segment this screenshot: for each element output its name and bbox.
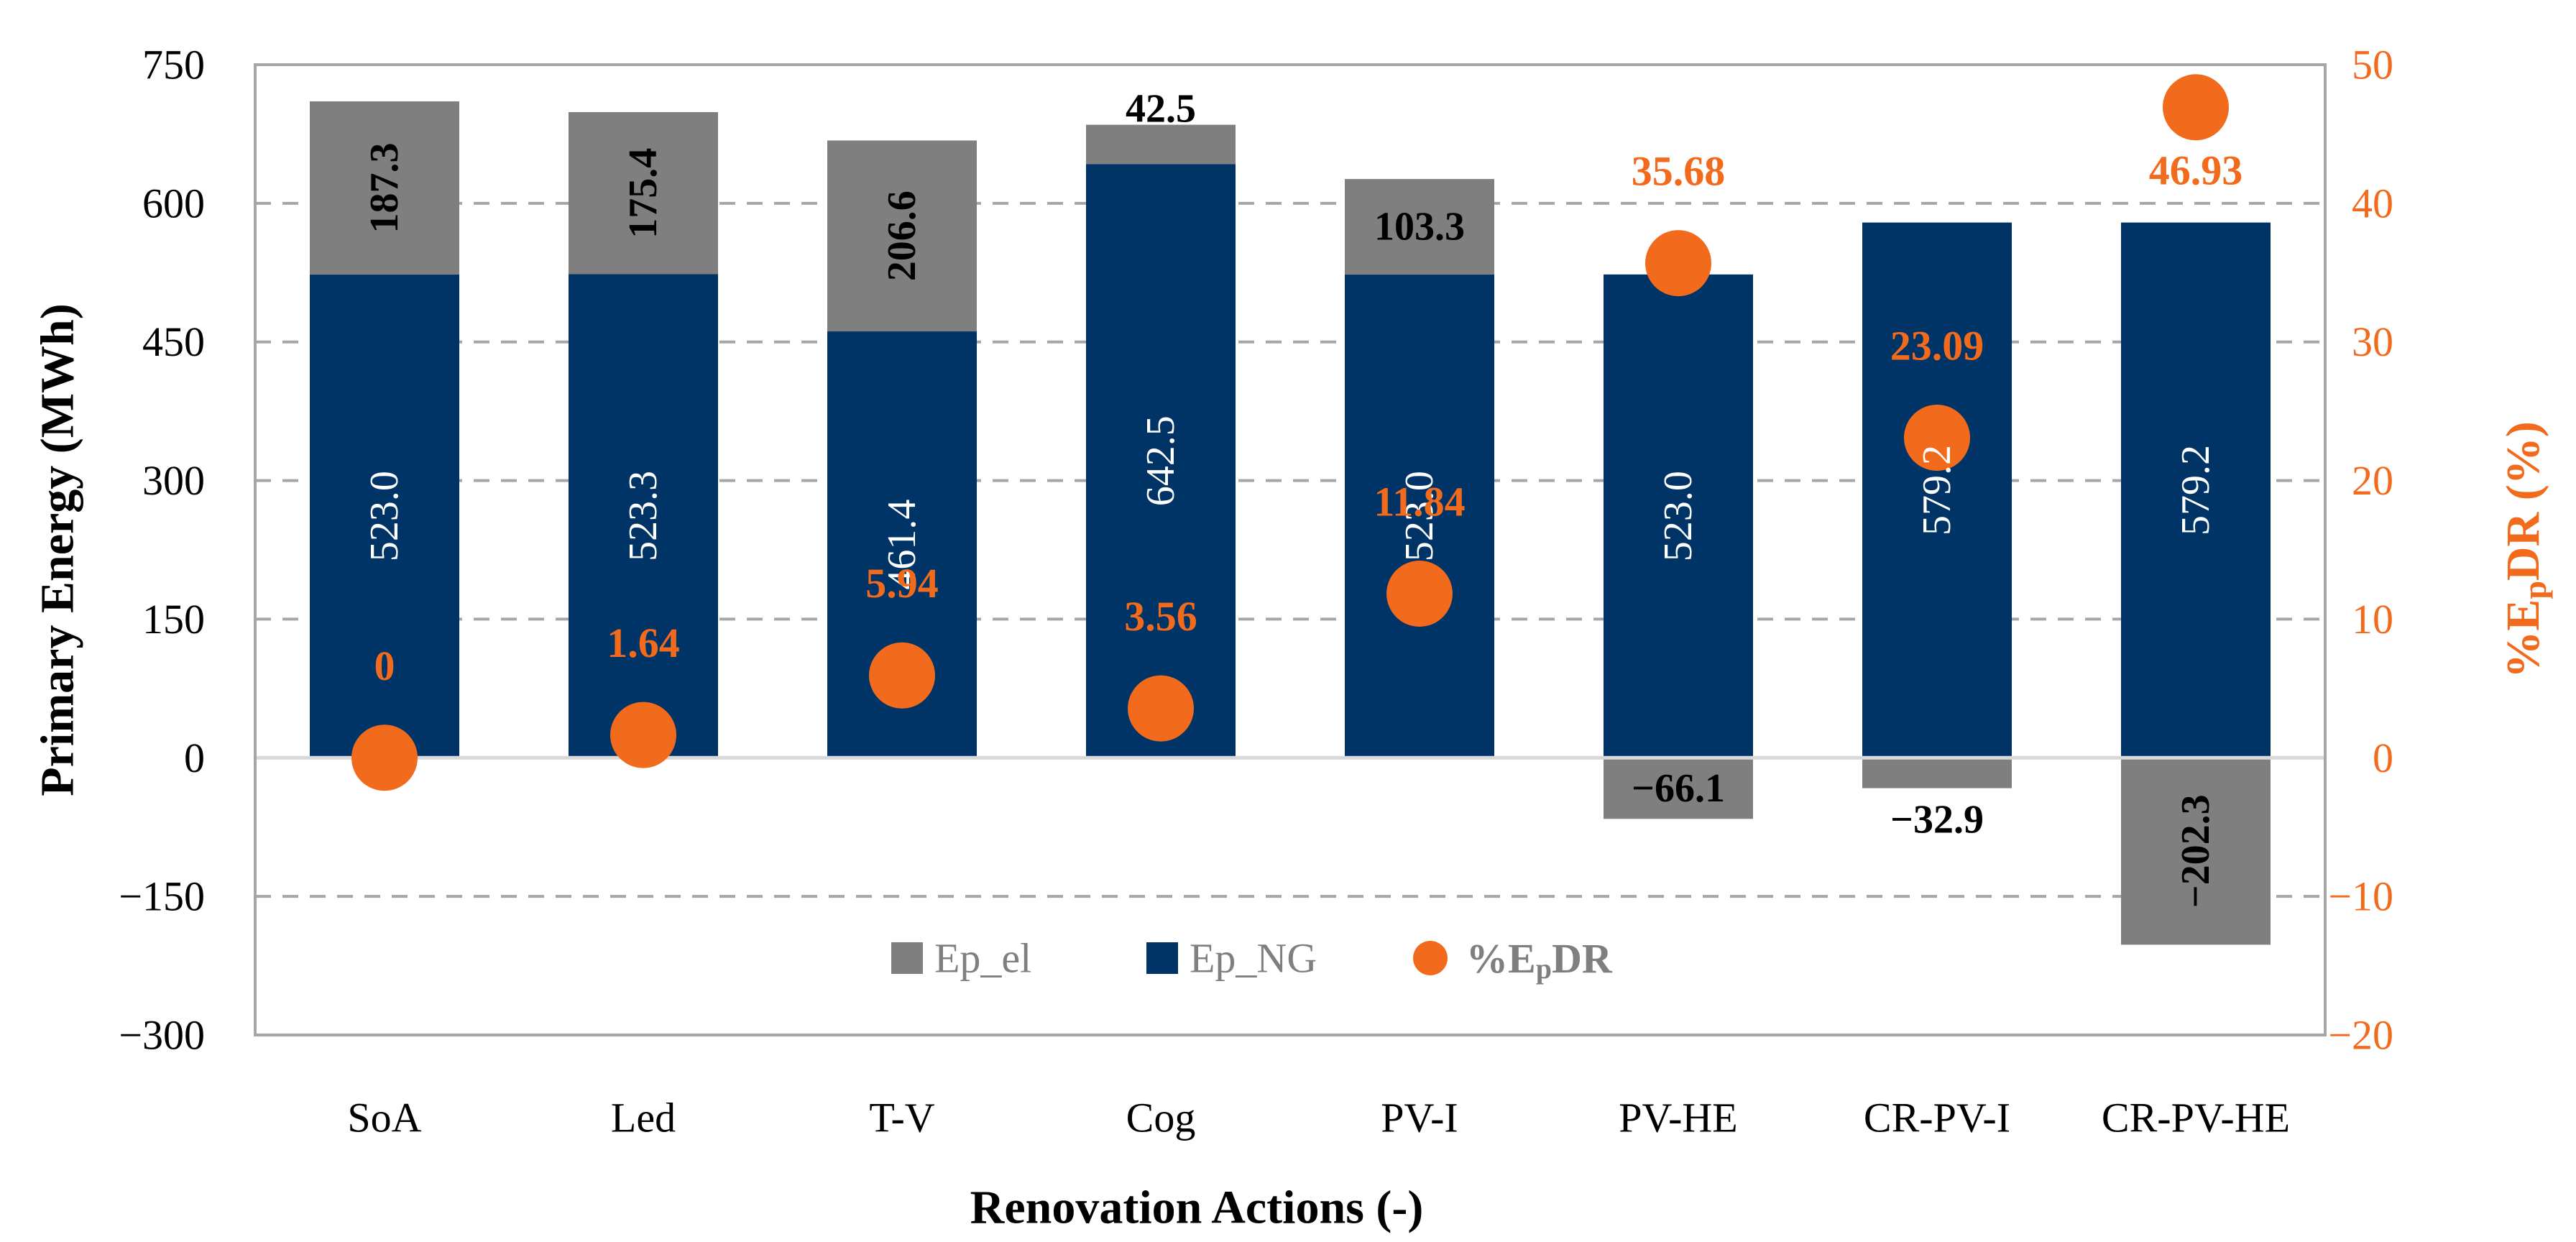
x-tick-label: Cog <box>1126 1095 1196 1141</box>
bar-ep-ng-pv-i <box>1345 274 1494 758</box>
x-tick-label: CR-PV-I <box>1864 1095 2010 1141</box>
label-ep-ng-pv-he: 523.0 <box>1656 471 1701 561</box>
point-epdr-pv-he <box>1645 230 1711 297</box>
y-tick-label: 750 <box>142 42 205 88</box>
y-tick-label: 300 <box>142 457 205 504</box>
y-tick-label: −150 <box>119 873 205 920</box>
x-tick-label: CR-PV-HE <box>2102 1095 2290 1141</box>
bars <box>310 101 2271 945</box>
legend-label-ep-el: Ep_el <box>934 935 1031 982</box>
label-epdr-pv-i: 11.84 <box>1374 478 1465 525</box>
bar-ep-ng-cog <box>1086 164 1236 758</box>
data-labels: 523.0 523.3 461.4 642.5 523.0 523.0 579.2 579.2… <box>362 87 2242 908</box>
point-epdr-cr-pv-he <box>2163 74 2229 141</box>
legend: Ep_el Ep_NG %EpDR <box>891 935 1613 985</box>
x-axis-title: Renovation Actions (-) <box>970 1182 1424 1234</box>
bar-ep-el-t-v <box>827 140 977 332</box>
y2-tick-label: 50 <box>2352 42 2393 88</box>
scatter-points <box>351 74 2229 791</box>
point-epdr-soa <box>351 724 418 791</box>
gridlines <box>255 201 2325 898</box>
y-tick-label: 450 <box>142 318 205 365</box>
label-ep-ng-led: 523.3 <box>621 471 666 561</box>
bar-ep-ng-cr-pv-i <box>1862 222 2012 758</box>
point-epdr-pv-i <box>1386 560 1453 627</box>
y2-tick-label: −10 <box>2328 873 2393 920</box>
legend-swatch-epdr <box>1413 941 1448 975</box>
axis-ticks: 750 600 450 300 150 0 −150 −300 50 40 30 20 10 0 −10 −2… <box>119 42 2393 1141</box>
label-ep-ng-soa: 523.0 <box>362 471 407 561</box>
label-ep-el-cr-pv-i: −32.9 <box>1890 798 1984 842</box>
label-epdr-t-v: 5.94 <box>865 560 939 607</box>
y-tick-label: 150 <box>142 596 205 643</box>
y-tick-label: 600 <box>142 180 205 226</box>
label-ep-ng-cr-pv-i: 579.2 <box>1915 445 1959 535</box>
label-epdr-pv-he: 35.68 <box>1632 148 1726 195</box>
label-ep-el-t-v: 206.6 <box>880 190 924 281</box>
label-ep-el-soa: 187.3 <box>362 142 407 233</box>
bar-ep-el-led <box>569 111 718 275</box>
y-tick-label: 0 <box>184 735 205 781</box>
bar-ep-el-cr-pv-he <box>2121 758 2271 945</box>
legend-swatch-ep-el <box>891 942 923 974</box>
label-ep-ng-cog: 642.5 <box>1138 415 1183 506</box>
bar-ep-ng-soa <box>310 274 459 758</box>
y-axis-title: Primary Energy (MWh) <box>32 303 84 796</box>
label-ep-ng-t-v: 461.4 <box>880 500 924 590</box>
label-ep-el-led: 175.4 <box>621 148 666 239</box>
bar-ep-el-pv-i <box>1345 179 1494 275</box>
y2-axis-title: %EpDR (%) <box>2497 421 2553 678</box>
label-epdr-led: 1.64 <box>607 620 680 666</box>
y2-tick-label: −20 <box>2328 1012 2393 1059</box>
label-epdr-soa: 0 <box>374 643 395 689</box>
label-ep-el-cog: 42.5 <box>1126 87 1196 132</box>
axis-titles: Renovation Actions (-) Primary Energy (MW… <box>32 303 2553 1233</box>
bar-ep-ng-cr-pv-he <box>2121 222 2271 758</box>
label-ep-el-pv-i: 103.3 <box>1374 204 1465 249</box>
label-epdr-cog: 3.56 <box>1124 593 1197 640</box>
bar-ep-ng-pv-he <box>1604 274 1753 758</box>
point-epdr-cog <box>1128 675 1194 742</box>
label-epdr-cr-pv-he: 46.93 <box>2149 147 2243 194</box>
x-tick-label: T-V <box>869 1095 934 1141</box>
point-epdr-t-v <box>869 642 935 709</box>
bar-ep-el-soa <box>310 101 459 275</box>
y2-tick-label: 10 <box>2352 596 2393 643</box>
legend-swatch-ep-ng <box>1146 942 1178 974</box>
bar-ep-el-cr-pv-i <box>1862 758 2012 788</box>
label-ep-el-cr-pv-he: −202.3 <box>2174 794 2218 908</box>
x-tick-label: Led <box>611 1095 676 1141</box>
y2-tick-label: 30 <box>2352 318 2393 365</box>
label-ep-ng-cr-pv-he: 579.2 <box>2174 445 2218 535</box>
point-epdr-cr-pv-i <box>1904 404 1970 471</box>
label-epdr-cr-pv-i: 23.09 <box>1890 322 1984 369</box>
point-epdr-led <box>610 702 676 768</box>
y2-tick-label: 20 <box>2352 457 2393 504</box>
bar-ep-ng-led <box>569 274 718 758</box>
plot-area-border <box>254 63 2327 1036</box>
label-ep-el-pv-he: −66.1 <box>1632 766 1725 811</box>
plot-frame <box>254 63 2327 1036</box>
y-tick-label: −300 <box>119 1012 205 1059</box>
label-ep-ng-pv-i: 523.0 <box>1397 471 1442 561</box>
y2-tick-label: 0 <box>2373 735 2393 781</box>
x-tick-label: PV-HE <box>1619 1095 1737 1141</box>
legend-label-epdr: %EpDR <box>1466 935 1613 985</box>
y2-tick-label: 40 <box>2352 180 2393 226</box>
bar-ep-el-cog <box>1086 124 1236 165</box>
x-tick-label: SoA <box>347 1095 421 1141</box>
legend-label-ep-ng: Ep_NG <box>1190 935 1317 982</box>
x-tick-label: PV-I <box>1381 1095 1458 1141</box>
bar-ep-el-pv-he <box>1604 758 1753 819</box>
